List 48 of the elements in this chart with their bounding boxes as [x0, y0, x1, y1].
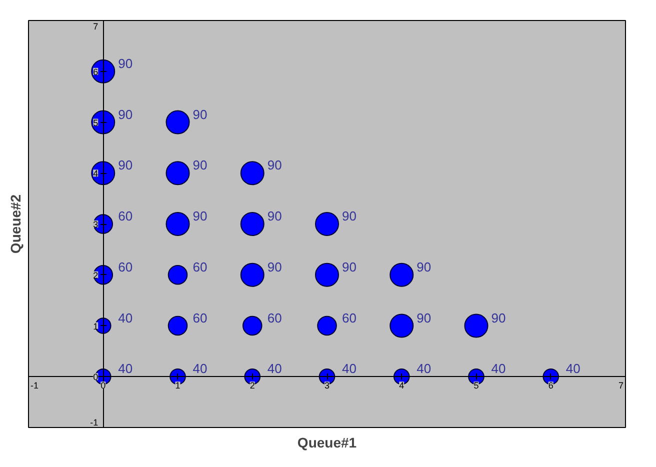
data-label: 90	[192, 106, 208, 122]
y-tick-label: 4	[93, 168, 98, 179]
y-tick-label: -1	[90, 418, 98, 428]
data-label: 40	[416, 361, 432, 376]
y-tick-label: 6	[93, 66, 98, 77]
data-label: 60	[118, 259, 133, 274]
data-label: 40	[267, 361, 282, 376]
data-label: 90	[118, 56, 133, 71]
x-axis-title: Queue#1	[297, 434, 357, 450]
y-tick-label: 1	[93, 321, 98, 332]
y-tick-label: 5	[93, 118, 98, 128]
data-label: 90	[342, 259, 356, 274]
data-label: 60	[118, 208, 133, 224]
x-tick-label: 3	[324, 380, 330, 391]
data-label: 90	[267, 158, 282, 173]
data-label: 40	[118, 361, 133, 376]
data-label: 40	[118, 310, 133, 326]
x-tick-label: 0	[100, 380, 106, 391]
data-label: 60	[192, 259, 208, 274]
x-tick-label: 7	[618, 380, 624, 391]
data-label: 90	[118, 106, 133, 122]
x-tick-label: 5	[474, 380, 479, 391]
data-label: 40	[491, 361, 506, 376]
data-label: 60	[267, 310, 282, 326]
y-tick-label: 2	[93, 270, 98, 280]
x-tick-label: 2	[250, 380, 255, 391]
x-tick-label: 6	[548, 380, 554, 391]
data-label: 90	[491, 310, 506, 326]
y-tick-label: 3	[93, 220, 98, 230]
x-tick-label: 1	[175, 380, 180, 391]
data-label: 90	[342, 208, 356, 224]
data-label: 90	[267, 259, 282, 274]
y-tick-label: 0	[93, 372, 98, 382]
data-label: 90	[267, 208, 282, 224]
data-label: 60	[192, 310, 208, 326]
data-label: 90	[416, 259, 432, 274]
data-label: 40	[342, 361, 356, 376]
data-label: 40	[192, 361, 208, 376]
x-tick-label: -1	[30, 380, 39, 391]
data-label: 90	[192, 158, 208, 173]
y-axis-title: Queue#2	[8, 194, 24, 254]
x-tick-label: 4	[399, 380, 404, 391]
data-label: 90	[192, 208, 208, 224]
data-label: 90	[416, 310, 432, 326]
data-label: 60	[342, 310, 356, 326]
data-label: 90	[118, 158, 133, 173]
y-tick-label: 7	[93, 22, 98, 32]
data-label: 40	[566, 361, 580, 376]
